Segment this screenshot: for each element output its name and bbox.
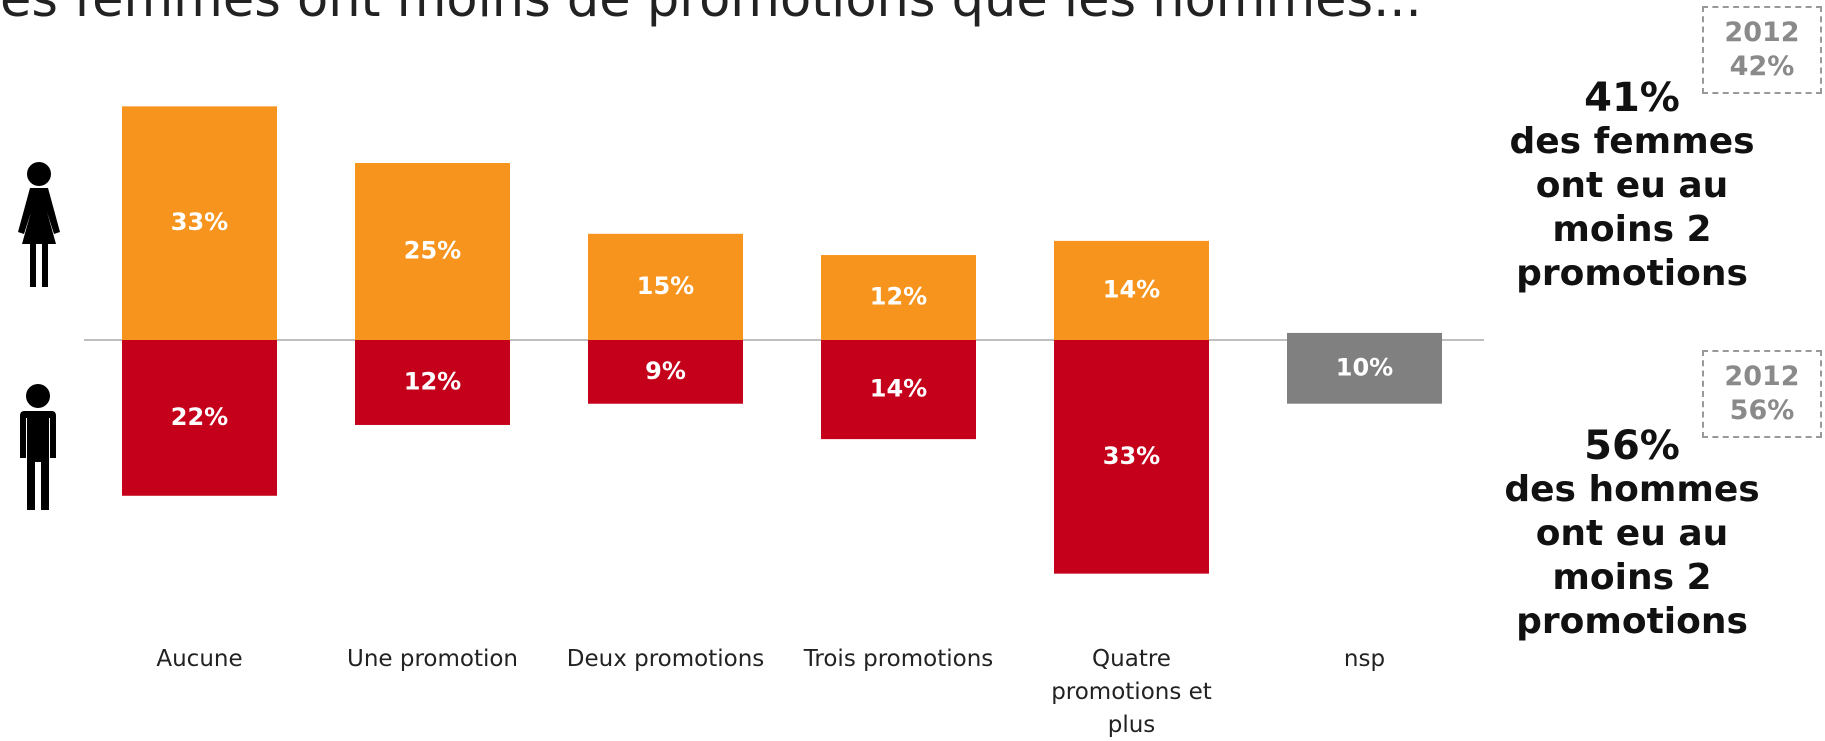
annotation-line: des femmes — [1509, 121, 1755, 162]
comparison-text: 2012 — [1724, 17, 1800, 48]
annotation: 41% des femmes ont eu au moins 2 promotions — [1487, 76, 1777, 296]
annotation-line: moins 2 — [1552, 557, 1712, 598]
annotation-line: promotions — [1516, 601, 1748, 642]
bar — [1287, 332, 1442, 404]
man-icon — [20, 384, 56, 510]
bar — [1054, 340, 1209, 574]
annotation-line: promotions — [1516, 253, 1748, 294]
annotation-line: moins 2 — [1552, 209, 1712, 250]
x-tick-label: Une promotion — [346, 646, 519, 672]
bar — [355, 340, 510, 425]
annotation-line: des hommes — [1504, 469, 1760, 510]
comparison-box: 2012 42% — [1702, 6, 1822, 94]
value-label: 33% — [1103, 442, 1160, 470]
x-tick-label: Aucune — [156, 646, 243, 672]
woman-icon — [18, 162, 60, 287]
x-tick-label: nsp — [1343, 646, 1386, 672]
value-label: 9% — [645, 357, 686, 385]
bar — [355, 163, 510, 340]
value-label: 25% — [404, 237, 461, 265]
x-tick-label: Trois promotions — [803, 646, 994, 672]
annotation-headline: 56% — [1584, 423, 1680, 469]
annotation: 56% des hommes ont eu au moins 2 promotions — [1487, 424, 1777, 644]
value-label: 22% — [171, 403, 228, 431]
bar — [122, 106, 277, 340]
value-label: 33% — [171, 208, 228, 236]
annotation-headline: 41% — [1584, 75, 1680, 121]
bar — [821, 255, 976, 340]
comparison-box: 2012 56% — [1702, 350, 1822, 438]
value-label: 10% — [1336, 353, 1393, 381]
comparison-text: 56% — [1729, 395, 1795, 426]
value-label: 12% — [404, 367, 461, 395]
comparison-text: 42% — [1729, 51, 1795, 82]
bar — [588, 233, 743, 340]
bar — [588, 340, 743, 404]
value-label: 14% — [870, 375, 927, 403]
annotation-line: ont eu au — [1535, 165, 1729, 206]
comparison-text: 2012 — [1724, 361, 1800, 392]
bar — [122, 340, 277, 496]
bar — [821, 340, 976, 440]
x-tick-label: Deux promotions — [566, 646, 765, 672]
value-label: 12% — [870, 283, 927, 311]
x-tick-label: Quatre promotions et plus — [1051, 646, 1212, 738]
chart-title: es femmes ont moins de promotions que le… — [0, 0, 1422, 29]
value-label: 15% — [637, 272, 694, 300]
value-label: 14% — [1103, 275, 1160, 303]
bar — [1054, 240, 1209, 340]
annotation-line: ont eu au — [1535, 513, 1729, 554]
